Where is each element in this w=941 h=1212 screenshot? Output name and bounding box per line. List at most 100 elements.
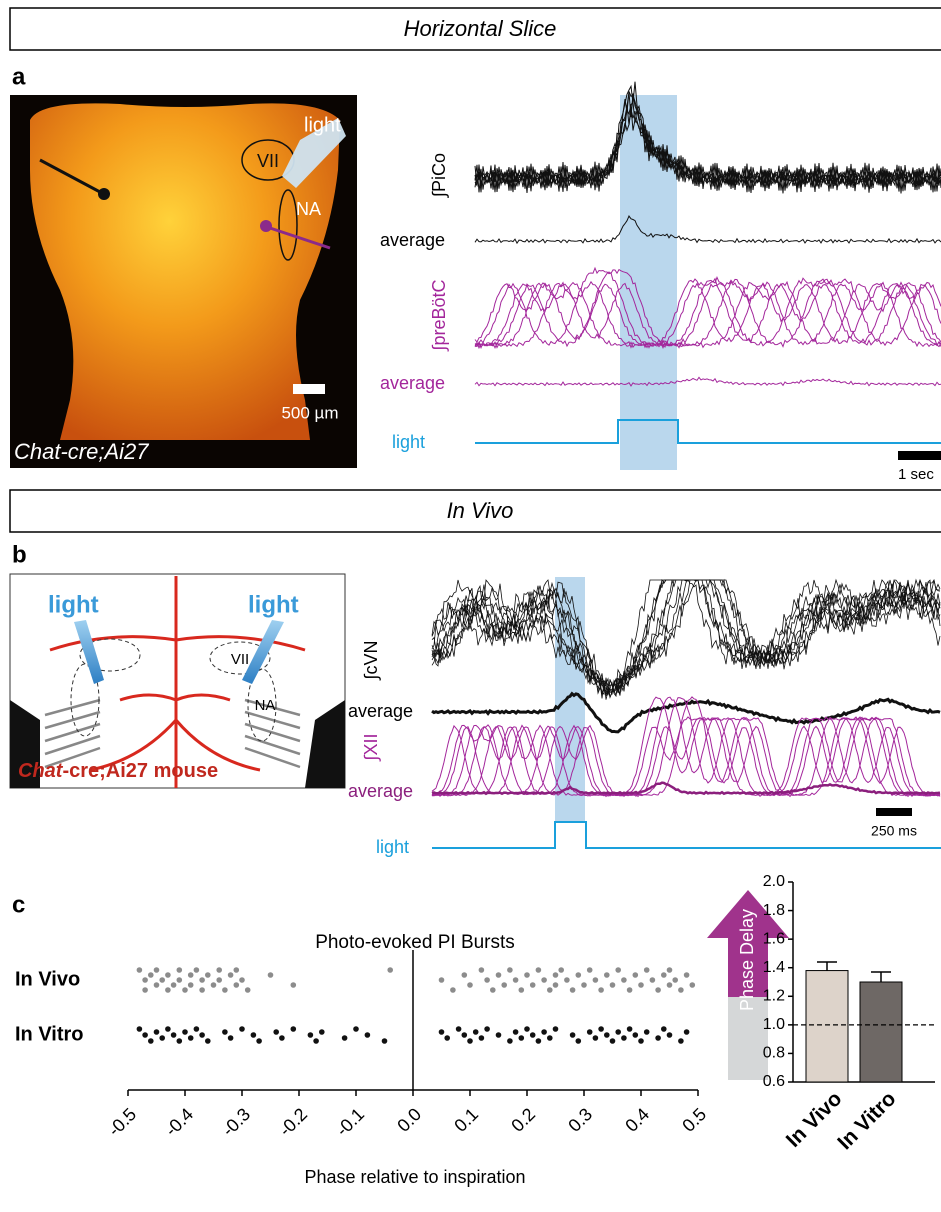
trace: [475, 268, 941, 348]
data-point: [444, 1035, 450, 1041]
traces: [475, 82, 941, 443]
data-point: [553, 982, 559, 988]
data-point: [530, 982, 536, 988]
data-point: [194, 967, 200, 973]
data-point: [519, 1035, 525, 1041]
x-tick-label: 0.3: [564, 1104, 596, 1136]
data-point: [234, 982, 240, 988]
data-point: [279, 1035, 285, 1041]
data-point: [661, 1026, 667, 1032]
data-point: [513, 977, 519, 983]
trace-label: ∫preBötC: [429, 280, 449, 353]
image-label: VII: [257, 151, 279, 171]
electrode: [98, 188, 110, 200]
data-point: [171, 982, 177, 988]
x-tick-label: 0.1: [450, 1104, 482, 1136]
data-point: [382, 1038, 388, 1044]
strip-chart: Photo-evoked PI Bursts-0.5-0.4-0.3-0.2-0…: [15, 932, 710, 1187]
data-point: [513, 1029, 519, 1035]
header: Horizontal Slice: [404, 16, 557, 41]
data-point: [137, 967, 143, 973]
y-tick-label: 1.8: [763, 902, 785, 919]
data-point: [638, 982, 644, 988]
data-point: [667, 982, 673, 988]
x-tick-label: -0.3: [218, 1104, 254, 1140]
data-point: [353, 1026, 359, 1032]
x-tick-label: -0.5: [104, 1104, 140, 1140]
data-point: [251, 1032, 257, 1038]
data-point: [142, 1032, 148, 1038]
data-point: [547, 1035, 553, 1041]
data-point: [610, 982, 616, 988]
data-point: [690, 982, 696, 988]
y-tick-label: 0.8: [763, 1045, 785, 1062]
data-point: [598, 1026, 604, 1032]
data-point: [439, 977, 445, 983]
header: In Vivo: [447, 498, 514, 523]
data-point: [222, 987, 228, 993]
trace-label: average: [380, 230, 445, 250]
panel-letter: a: [12, 63, 26, 90]
image-label: NA: [296, 199, 321, 219]
data-point: [154, 982, 160, 988]
data-point: [194, 1026, 200, 1032]
data-point: [684, 972, 690, 978]
y-tick-label: 2.0: [763, 873, 785, 890]
data-point: [576, 1038, 582, 1044]
data-point: [467, 1038, 473, 1044]
data-point: [655, 1035, 661, 1041]
data-point: [142, 977, 148, 983]
data-point: [621, 1035, 627, 1041]
data-point: [273, 1029, 279, 1035]
x-tick-label: -0.2: [275, 1104, 311, 1140]
data-point: [627, 1026, 633, 1032]
data-point: [633, 972, 639, 978]
data-point: [165, 987, 171, 993]
data-point: [177, 1038, 183, 1044]
data-point: [216, 967, 222, 973]
trace-label: light: [392, 432, 425, 452]
data-point: [644, 1029, 650, 1035]
data-point: [239, 977, 245, 983]
data-point: [462, 972, 468, 978]
data-point: [536, 967, 542, 973]
trace: [475, 377, 941, 386]
data-point: [211, 982, 217, 988]
data-point: [205, 1038, 211, 1044]
data-point: [661, 972, 667, 978]
image-label: VII: [231, 651, 249, 668]
data-point: [313, 1038, 319, 1044]
data-point: [439, 1029, 445, 1035]
data-point: [496, 1032, 502, 1038]
data-point: [177, 967, 183, 973]
data-point: [519, 987, 525, 993]
data-point: [633, 1032, 639, 1038]
data-point: [484, 977, 490, 983]
scale-label: 250 ms: [871, 823, 917, 839]
trace-label: light: [376, 837, 409, 857]
data-point: [615, 967, 621, 973]
y-tick-label: 1.4: [763, 959, 785, 976]
data-point: [188, 982, 194, 988]
data-point: [387, 967, 393, 973]
trace-label: ∫XII: [361, 734, 381, 763]
data-point: [159, 977, 165, 983]
image-label: light: [304, 114, 341, 136]
data-point: [581, 982, 587, 988]
data-point: [667, 967, 673, 973]
scale-label: 1 sec: [898, 466, 934, 483]
data-point: [228, 1035, 234, 1041]
trace: [475, 216, 941, 243]
data-point: [593, 977, 599, 983]
data-point: [182, 987, 188, 993]
x-category-label: In Vitro: [833, 1087, 900, 1154]
data-point: [159, 1035, 165, 1041]
data-point: [604, 972, 610, 978]
data-point: [268, 972, 274, 978]
data-point: [234, 967, 240, 973]
data-point: [205, 972, 211, 978]
x-tick-label: -0.1: [332, 1104, 368, 1140]
data-point: [148, 972, 154, 978]
data-point: [644, 967, 650, 973]
